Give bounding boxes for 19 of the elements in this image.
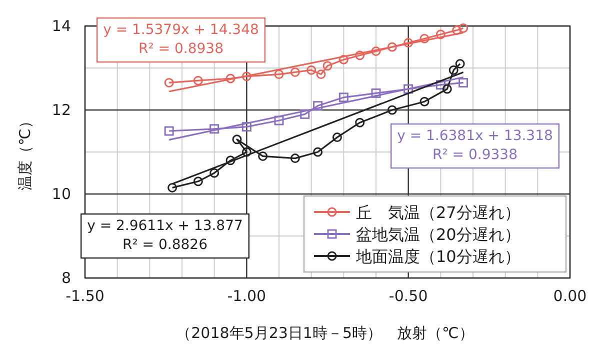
y-tick-label: 8 bbox=[61, 269, 71, 287]
x-axis-title: （2018年5月23日1時－5時） 放射（℃） bbox=[176, 324, 474, 342]
x-tick-label: -1.00 bbox=[227, 287, 266, 305]
legend-label: 丘 気温（27分遅れ） bbox=[356, 203, 520, 222]
x-tick-label: -0.50 bbox=[388, 287, 428, 305]
legend-label: 盆地気温（20分遅れ） bbox=[356, 225, 520, 244]
annotation: y = 1.5379x + 14.348 R² = 0.8938 bbox=[96, 17, 266, 63]
y-tick-label: 10 bbox=[52, 185, 71, 203]
x-tick-label: 0.00 bbox=[553, 287, 587, 305]
legend-label: 地面温度（10分遅れ） bbox=[355, 247, 520, 266]
annotation: y = 2.9611x + 13.877 R² = 0.8826 bbox=[87, 218, 243, 253]
annotation: y = 1.6381x + 13.318 R² = 0.9338 bbox=[390, 123, 560, 169]
y-axis-title: 温度（℃） bbox=[16, 114, 34, 190]
annotation: y = 1.6381x + 13.318 R² = 0.9338 bbox=[397, 128, 553, 163]
y-tick-label: 14 bbox=[52, 17, 71, 35]
x-tick-label: -1.50 bbox=[66, 287, 104, 305]
annotation: y = 2.9611x + 13.877 R² = 0.8826 bbox=[80, 213, 250, 259]
y-tick-label: 12 bbox=[52, 101, 71, 119]
annotation: y = 1.5379x + 14.348 R² = 0.8938 bbox=[103, 22, 259, 57]
